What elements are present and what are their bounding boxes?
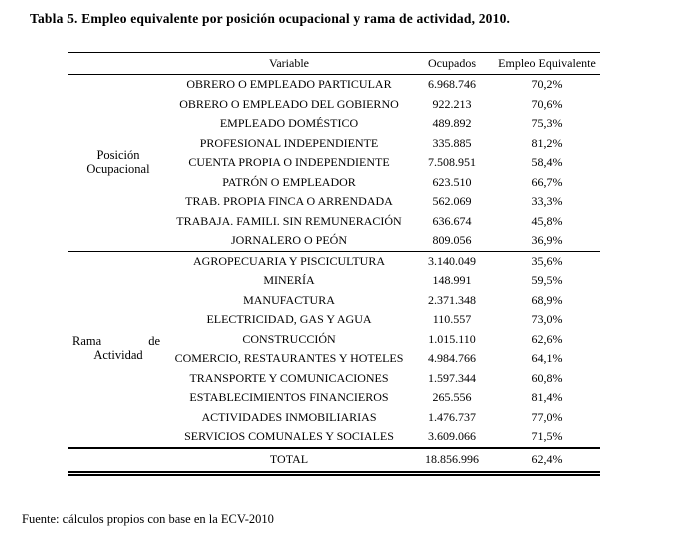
ocupados-cell: 3.140.049 <box>410 250 494 271</box>
ocupados-cell: 335.885 <box>432 135 472 150</box>
table-row: TRANSPORTE Y COMUNICACIONES 1.597.344 60,8… <box>68 369 600 389</box>
ocupados-cell: 2.371.348 <box>428 292 476 307</box>
variable-cell: CUENTA PROPIA O INDEPENDIENTE <box>188 155 390 170</box>
variable-cell: TRANSPORTE Y COMUNICACIONES <box>189 370 389 385</box>
variable-cell: JORNALERO O PEÓN <box>230 233 347 248</box>
data-table-container: Variable Ocupados Empleo Equivalente Pos… <box>68 52 600 476</box>
table-row: EMPLEADO DOMÉSTICO 489.892 75,3% <box>68 114 600 134</box>
table-row: ACTIVIDADES INMOBILIARIAS 1.476.737 77,0% <box>68 408 600 428</box>
empleo-equivalente-cell: 62,6% <box>531 331 563 346</box>
ocupados-cell: 148.991 <box>432 273 472 288</box>
source-note: Fuente: cálculos propios con base en la … <box>22 512 274 526</box>
ocupados-cell: 489.892 <box>432 116 472 131</box>
variable-cell: COMERCIO, RESTAURANTES Y HOTELES <box>174 351 404 366</box>
ocupados-cell: 1.015.110 <box>428 331 476 346</box>
empleo-equivalente-cell: 75,3% <box>531 116 563 131</box>
data-table: Variable Ocupados Empleo Equivalente Pos… <box>68 52 600 476</box>
table-title: Tabla 5. Empleo equivalente por posición… <box>30 11 511 26</box>
table-row: MINERÍA 148.991 59,5% <box>68 271 600 291</box>
header-empleo-equivalente: Empleo Equivalente <box>498 55 596 70</box>
ocupados-cell: 562.069 <box>432 194 472 209</box>
ocupados-cell: 110.557 <box>432 312 472 327</box>
table-row: TRABAJA. FAMILI. SIN REMUNERACIÓN 636.674… <box>68 212 600 232</box>
ocupados-cell: 7.508.951 <box>428 155 476 170</box>
total-label: TOTAL <box>269 451 309 466</box>
variable-cell: OBRERO O EMPLEADO DEL GOBIERNO <box>179 96 399 111</box>
header-ocupados: Ocupados <box>428 55 476 70</box>
variable-cell: ESTABLECIMIENTOS FINANCIEROS <box>189 390 389 405</box>
empleo-equivalente-cell: 60,8% <box>531 370 563 385</box>
empleo-equivalente-cell: 58,4% <box>531 155 563 170</box>
group-label-line: Actividad <box>93 348 143 362</box>
variable-cell: ELECTRICIDAD, GAS Y AGUA <box>206 312 372 327</box>
variable-cell: TRAB. PROPIA FINCA O ARRENDADA <box>185 194 393 209</box>
variable-cell: PROFESIONAL INDEPENDIENTE <box>199 135 379 150</box>
ocupados-cell: 922.213 <box>432 96 472 111</box>
total-empleo-equivalente: 62,4% <box>531 451 563 466</box>
ocupados-cell: 809.056 <box>432 233 472 248</box>
ocupados-cell: 1.597.344 <box>428 370 476 385</box>
table-body: Posición Ocupacional OBRERO O EMPLEADO PAR… <box>68 75 600 474</box>
header-variable: Variable <box>269 55 309 70</box>
ocupados-cell: 3.609.066 <box>428 429 476 444</box>
variable-cell: TRABAJA. FAMILI. SIN REMUNERACIÓN <box>176 213 402 228</box>
variable-cell: EMPLEADO DOMÉSTICO <box>219 116 359 131</box>
empleo-equivalente-cell: 81,2% <box>531 135 563 150</box>
variable-cell: ACTIVIDADES INMOBILIARIAS <box>201 409 377 424</box>
table-row: PROFESIONAL INDEPENDIENTE 335.885 81,2% <box>68 134 600 154</box>
total-group-spacer <box>68 448 168 474</box>
table-row: JORNALERO O PEÓN 809.056 36,9% <box>68 231 600 251</box>
total-ocupados: 18.856.996 <box>425 451 479 466</box>
table-row: CONSTRUCCIÓN 1.015.110 62,6% <box>68 330 600 350</box>
table-row: CUENTA PROPIA O INDEPENDIENTE 7.508.951 58… <box>68 153 600 173</box>
empleo-equivalente-cell: 59,5% <box>531 273 563 288</box>
empleo-equivalente-cell: 64,1% <box>531 351 563 366</box>
header-row: Variable Ocupados Empleo Equivalente <box>68 52 600 75</box>
total-row: TOTAL 18.856.996 62,4% <box>68 447 600 474</box>
ocupados-cell: 636.674 <box>432 213 472 228</box>
empleo-equivalente-cell: 35,6% <box>494 250 600 271</box>
table-row: Rama de Actividad AGROPECUARIA Y PISCICULTU… <box>68 250 600 448</box>
empleo-equivalente-cell: 68,9% <box>531 292 563 307</box>
empleo-equivalente-cell: 45,8% <box>531 213 563 228</box>
ocupados-cell: 6.968.746 <box>428 77 476 92</box>
table-row: ESTABLECIMIENTOS FINANCIEROS 265.556 81,4% <box>68 388 600 408</box>
variable-cell: PATRÓN O EMPLEADOR <box>222 174 356 189</box>
empleo-equivalente-cell: 66,7% <box>531 174 563 189</box>
empleo-equivalente-cell: 73,0% <box>531 312 563 327</box>
ocupados-cell: 1.476.737 <box>428 409 476 424</box>
ocupados-cell: 623.510 <box>432 174 472 189</box>
group-label: Rama de Actividad <box>68 250 168 448</box>
empleo-equivalente-cell: 77,0% <box>531 409 563 424</box>
group-label-line: Rama de <box>72 334 160 349</box>
empleo-equivalente-cell: 70,2% <box>531 77 563 92</box>
variable-cell: SERVICIOS COMUNALES Y SOCIALES <box>184 429 394 444</box>
table-row: MANUFACTURA 2.371.348 68,9% <box>68 291 600 311</box>
empleo-equivalente-cell: 81,4% <box>531 390 563 405</box>
table-row: ELECTRICIDAD, GAS Y AGUA 110.557 73,0% <box>68 310 600 330</box>
empleo-equivalente-cell: 71,5% <box>531 429 563 444</box>
table-row: Posición Ocupacional OBRERO O EMPLEADO PAR… <box>68 75 600 176</box>
table-row: TRAB. PROPIA FINCA O ARRENDADA 562.069 33,… <box>68 192 600 212</box>
empleo-equivalente-cell: 33,3% <box>531 194 563 209</box>
empleo-equivalente-cell: 70,6% <box>531 96 563 111</box>
table-row: PATRÓN O EMPLEADOR 623.510 66,7% <box>68 173 600 193</box>
ocupados-cell: 4.984.766 <box>428 351 476 366</box>
group-label-line: Posición <box>96 148 140 162</box>
variable-cell: AGROPECUARIA Y PISCICULTURA <box>168 250 410 271</box>
ocupados-cell: 265.556 <box>432 390 472 405</box>
table-row: SERVICIOS COMUNALES Y SOCIALES 3.609.066 7… <box>68 427 600 448</box>
variable-cell: MINERÍA <box>263 273 315 288</box>
empleo-equivalente-cell: 36,9% <box>531 233 563 248</box>
variable-cell: OBRERO O EMPLEADO PARTICULAR <box>186 77 392 92</box>
group-label-line: Ocupacional <box>86 161 150 176</box>
variable-cell: MANUFACTURA <box>243 292 335 307</box>
header-group-spacer <box>68 53 168 75</box>
table-row: OBRERO O EMPLEADO DEL GOBIERNO 922.213 70,… <box>68 95 600 115</box>
table-row: COMERCIO, RESTAURANTES Y HOTELES 4.984.76… <box>68 349 600 369</box>
variable-cell: CONSTRUCCIÓN <box>242 331 336 346</box>
group-label: Posición Ocupacional <box>68 75 168 252</box>
